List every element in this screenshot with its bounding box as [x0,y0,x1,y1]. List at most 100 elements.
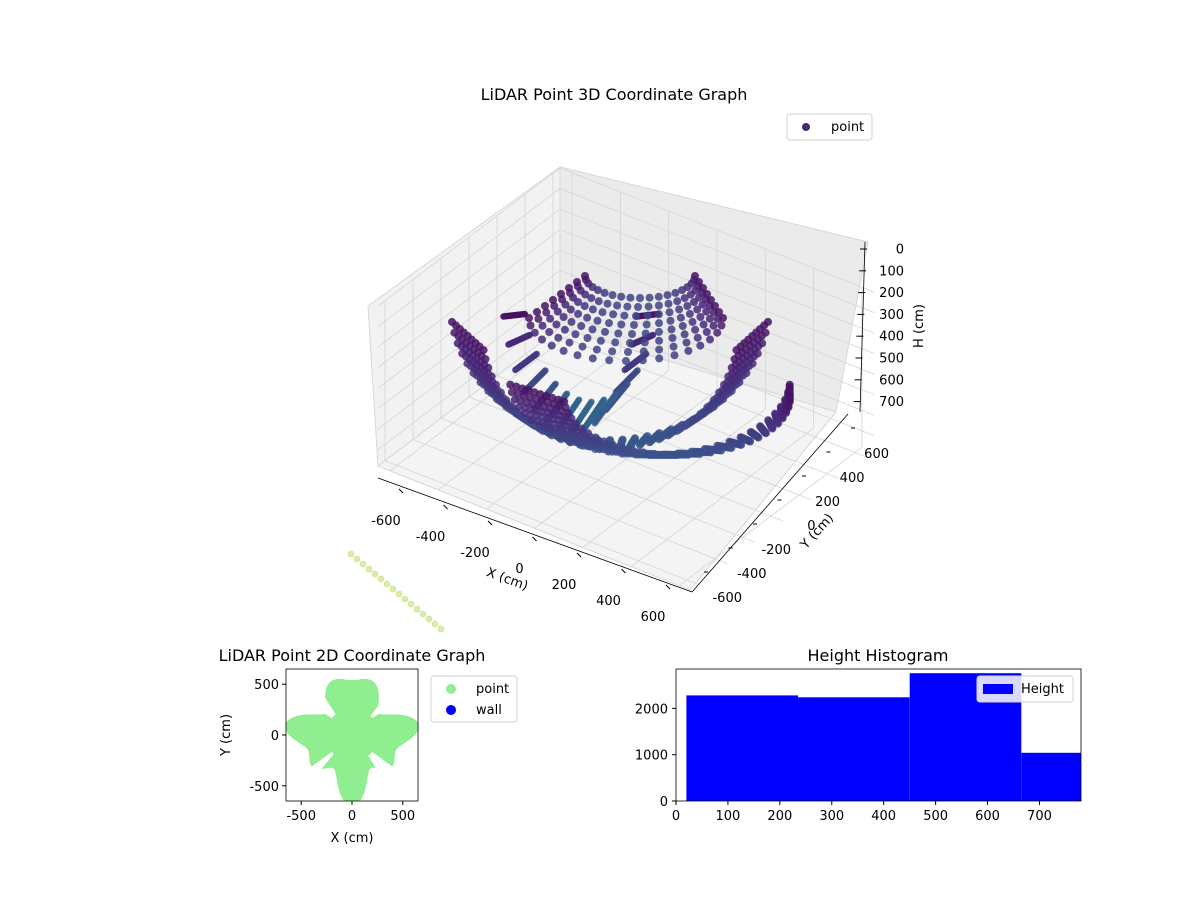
data-point-3d [682,338,691,347]
tick-mark-x-3d [487,520,493,526]
tick-label-y-3d: -400 [737,567,767,582]
data-point-3d [684,450,693,459]
data-point-3d [690,298,698,306]
stray-point-3d [347,550,355,558]
data-point-3d [492,380,500,389]
stray-point-3d [431,620,439,628]
data-point-3d [598,308,607,317]
chart-title-3d: LiDAR Point 3D Coordinate Graph [481,85,748,104]
data-point-3d [541,302,549,310]
data-point-3d [730,355,739,364]
plot-histogram: Height Histogram 0 100 200 300 400 500 600 7000… [635,646,1082,824]
data-point-3d [699,320,708,329]
data-point-3d [573,278,581,286]
data-point-3d [632,312,640,320]
data-point-3d [608,440,617,449]
data-point-3d [549,296,557,304]
data-point-3d [650,449,659,458]
data-point-3d [580,302,589,310]
data-point-3d [709,396,718,405]
tick-label-y-2d: -500 [249,780,279,795]
data-point-3d [518,384,527,393]
data-point-3d [574,309,583,318]
data-point-3d [481,355,490,364]
data-point-3d [672,426,681,435]
data-point-3d [713,328,722,337]
data-point-3d [614,329,623,338]
histogram-bar [1021,752,1081,801]
data-point-3d [673,297,682,306]
data-point-3d [563,390,571,397]
data-point-3d [566,305,575,314]
tick-label-z-3d: 400 [879,330,904,345]
data-point-3d [645,438,654,447]
data-point-3d [669,342,678,351]
gridline-z-3d [377,229,875,368]
data-point-3d [609,310,618,319]
stray-point-3d [359,560,367,568]
data-point-3d [502,396,511,405]
tick-mark-x-3d [398,488,404,494]
stray-point-3d [401,595,409,603]
stray-point-3d [437,625,445,633]
data-point-3d [526,321,535,330]
data-point-3d [655,354,664,363]
data-point-3d [655,336,664,345]
tick-label-z-3d: 500 [879,352,904,367]
plot-2d: LiDAR Point 2D Coordinate Graph -500 0 500… [219,646,518,846]
tick-label-z-3d: 300 [879,308,904,323]
data-point-3d [594,297,603,306]
gridline-z-3d [377,188,875,327]
data-point-3d [689,416,698,425]
gridline-y-3d [496,215,812,501]
data-point-3d [538,335,546,344]
data-point-3d [513,389,522,398]
data-point-3d [702,328,711,336]
tick-mark-x-3d [443,504,448,510]
tick-label-z-3d: 0 [896,243,904,258]
data-point-3d [719,314,727,322]
data-point-3d [665,308,674,317]
stray-point-3d [389,585,397,593]
tick-label-z-3d: 100 [879,264,904,279]
data-point-3d [560,397,569,406]
data-point-3d [737,440,746,449]
legend-2d: point wall [430,675,518,723]
tick-mark-x-3d [576,552,582,558]
data-point-3d [588,305,597,314]
tick-label-x-3d: -600 [371,514,401,529]
data-point-3d [542,392,551,400]
data-point-3d [608,347,617,356]
data-point-3d [706,448,715,457]
gridline-x-3d [438,191,621,491]
data-point-3d [695,449,704,458]
tick-label-y-3d: -600 [712,591,742,606]
stray-point-3d [353,555,361,563]
stray-point-3d [413,605,421,613]
x-axis-label-2d: X (cm) [331,831,374,846]
data-point-3d [626,339,634,347]
data-point-3d [746,437,755,446]
data-point-3d [688,317,697,326]
data-point-3d [754,433,763,442]
data-point-3d [578,342,587,351]
data-point-3d [732,346,741,355]
gridline-x-3d [631,268,815,567]
data-point-3d [617,320,626,329]
data-point-3d [634,303,642,311]
data-point-3d [623,302,632,311]
data-point-3d [588,325,597,334]
gridline-x-3d [486,210,670,510]
data-point-3d [524,386,533,395]
tick-label-y-3d: 0 [807,519,815,534]
data-point-3d [655,319,663,328]
tick-label-x-2d: 500 [390,809,415,824]
data-point-3d [587,294,596,303]
data-point-3d [601,327,609,336]
data-point-3d [560,325,569,334]
legend-marker-point-3d [802,123,810,131]
data-point-3d [683,302,692,310]
gridline-y-3d [468,237,784,522]
y-axis-label-3d: Y (cm) [797,511,837,553]
data-point-3d [508,403,517,412]
